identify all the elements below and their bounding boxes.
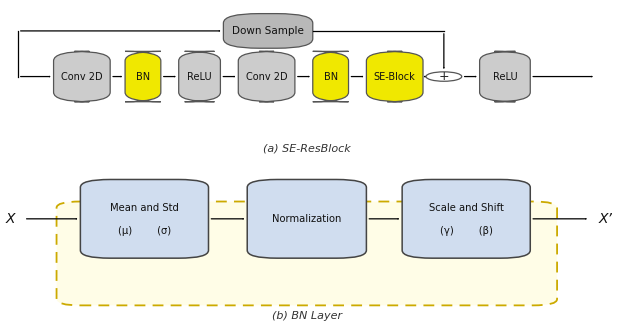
Text: Scale and Shift: Scale and Shift bbox=[429, 203, 504, 213]
Text: Normalization: Normalization bbox=[272, 214, 342, 224]
FancyBboxPatch shape bbox=[125, 51, 161, 102]
Text: BN: BN bbox=[324, 72, 337, 82]
Text: Conv 2D: Conv 2D bbox=[246, 72, 287, 82]
Circle shape bbox=[426, 72, 462, 81]
Text: ReLU: ReLU bbox=[187, 72, 212, 82]
Text: Mean and Std: Mean and Std bbox=[110, 203, 179, 213]
FancyBboxPatch shape bbox=[54, 51, 110, 102]
Text: +: + bbox=[439, 70, 449, 83]
FancyBboxPatch shape bbox=[480, 51, 530, 102]
FancyBboxPatch shape bbox=[179, 51, 221, 102]
Text: ReLU: ReLU bbox=[493, 72, 517, 82]
FancyBboxPatch shape bbox=[366, 51, 423, 102]
Text: (b) BN Layer: (b) BN Layer bbox=[272, 311, 342, 321]
FancyBboxPatch shape bbox=[223, 14, 313, 48]
FancyBboxPatch shape bbox=[239, 51, 295, 102]
FancyBboxPatch shape bbox=[402, 180, 530, 258]
FancyBboxPatch shape bbox=[247, 180, 366, 258]
Text: X: X bbox=[6, 212, 15, 226]
Text: BN: BN bbox=[136, 72, 150, 82]
Text: SE-Block: SE-Block bbox=[374, 72, 415, 82]
Text: Conv 2D: Conv 2D bbox=[61, 72, 103, 82]
Text: (a) SE-ResBlock: (a) SE-ResBlock bbox=[263, 144, 350, 154]
Text: (μ)        (σ): (μ) (σ) bbox=[118, 226, 171, 236]
FancyBboxPatch shape bbox=[313, 51, 349, 102]
FancyBboxPatch shape bbox=[56, 202, 557, 305]
Text: X’: X’ bbox=[599, 212, 612, 226]
Text: (γ)        (β): (γ) (β) bbox=[440, 226, 493, 236]
FancyBboxPatch shape bbox=[80, 180, 208, 258]
Text: Down Sample: Down Sample bbox=[232, 26, 304, 36]
